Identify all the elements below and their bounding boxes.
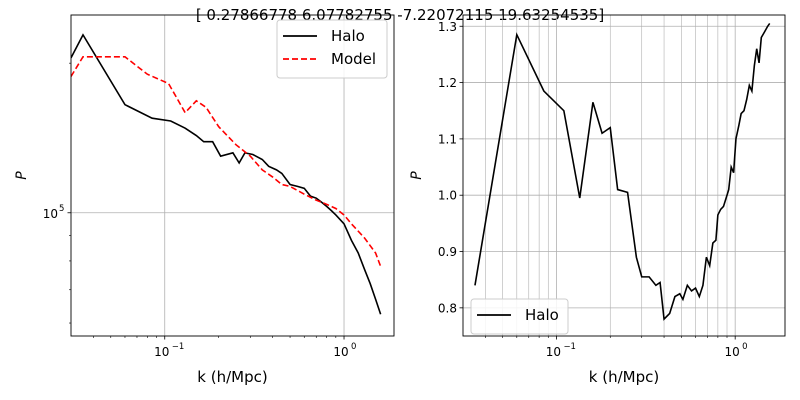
x-axis-label: k (h/Mpc) bbox=[197, 368, 267, 386]
y-tick-label: 0.8 bbox=[438, 301, 457, 315]
legend-label: Halo bbox=[331, 27, 365, 45]
axes-frame bbox=[462, 14, 786, 337]
y-axis-label: P bbox=[409, 171, 425, 180]
series-line-halo bbox=[71, 33, 382, 315]
legend: Halo bbox=[470, 298, 569, 335]
series-line-halo bbox=[474, 22, 771, 321]
y-tick-label: 1.2 bbox=[438, 76, 457, 90]
x-axis-label: k (h/Mpc) bbox=[589, 368, 659, 386]
y-tick-label: 10 bbox=[43, 207, 58, 221]
y-tick-label: 0.9 bbox=[438, 245, 457, 259]
x-tick-label: 10 bbox=[725, 345, 740, 359]
y-axis-label: P bbox=[14, 171, 30, 180]
x-tick-label: 10 bbox=[154, 345, 169, 359]
legend-box bbox=[470, 298, 569, 335]
x-tick-label: 10 bbox=[546, 345, 561, 359]
series-line-model bbox=[71, 55, 382, 267]
legend-box bbox=[276, 19, 388, 79]
y-tick-label: 1.3 bbox=[438, 20, 457, 34]
x-tick-label-exponent: −1 bbox=[563, 342, 576, 352]
legend-label: Halo bbox=[525, 306, 559, 324]
y-tick-label: 1.1 bbox=[438, 132, 457, 146]
y-tick-label: 1.0 bbox=[438, 189, 457, 203]
x-tick-label-exponent: −1 bbox=[172, 342, 185, 352]
x-tick-label-exponent: 0 bbox=[742, 342, 747, 352]
y-tick-label-exponent: 5 bbox=[59, 204, 64, 214]
x-tick-label: 10 bbox=[333, 345, 348, 359]
x-tick-label-exponent: 0 bbox=[351, 342, 356, 352]
legend-label: Model bbox=[331, 50, 376, 68]
axes-frame bbox=[70, 14, 395, 337]
legend: Halo Model bbox=[276, 19, 388, 79]
